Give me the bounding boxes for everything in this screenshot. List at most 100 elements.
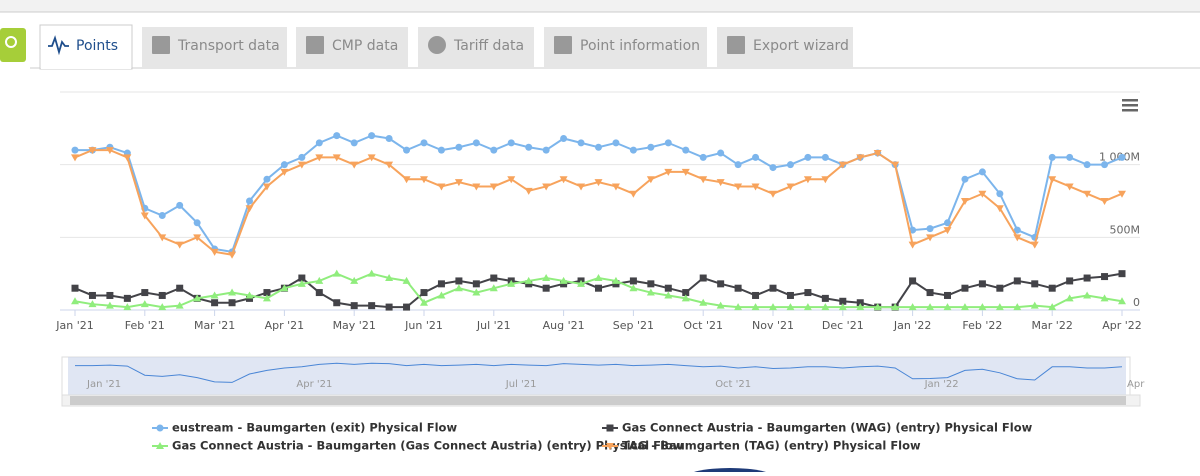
point (1013, 303, 1022, 311)
point (559, 176, 568, 184)
point (1083, 190, 1092, 198)
tab[interactable]: Transport data (142, 27, 287, 67)
x-tick-label: Jan '22 (893, 319, 931, 332)
tab[interactable]: Export wizard (717, 27, 853, 67)
tab-icon (727, 36, 745, 54)
tab-label: Point information (580, 38, 700, 54)
point (786, 291, 794, 299)
tab-label: Export wizard (753, 38, 849, 54)
point (263, 289, 271, 297)
navigator-mask[interactable] (68, 357, 1126, 395)
point (489, 183, 498, 191)
navigator-label: Apr (1127, 379, 1145, 390)
point (298, 153, 306, 161)
tab[interactable]: Point information (544, 27, 707, 67)
location-icon[interactable] (0, 28, 26, 62)
point (472, 280, 480, 288)
point (821, 303, 830, 311)
point (1101, 273, 1109, 281)
point (542, 183, 551, 191)
point (1118, 270, 1126, 278)
menu-bar (1122, 99, 1138, 102)
legend-item[interactable]: Gas Connect Austria - Baumgarten (WAG) (… (602, 421, 1033, 435)
point (297, 161, 306, 169)
point (769, 164, 777, 172)
point (140, 212, 149, 220)
point (611, 183, 620, 191)
point (996, 284, 1004, 292)
point (803, 176, 812, 184)
point (315, 289, 323, 297)
x-tick-label: May '21 (333, 319, 376, 332)
point (350, 161, 359, 169)
point (385, 135, 393, 143)
point (71, 146, 79, 154)
point (577, 279, 586, 287)
point (193, 294, 202, 302)
x-tick-label: Feb '21 (125, 319, 165, 332)
point (873, 150, 882, 158)
x-tick-label: Sep '21 (613, 319, 654, 332)
pin (5, 36, 17, 48)
point (751, 303, 760, 311)
point (629, 146, 637, 154)
point (156, 442, 164, 449)
point (420, 298, 428, 306)
point (228, 251, 237, 259)
point (105, 301, 114, 309)
point (246, 197, 253, 205)
y-tick-label: 0 (1133, 296, 1140, 309)
top-bar (0, 0, 1200, 12)
navigator-label: Jul '21 (505, 379, 537, 390)
point (1013, 234, 1022, 242)
point (385, 161, 394, 169)
point (606, 443, 614, 450)
y-tick-label: 500M (1110, 223, 1141, 236)
tab-icon (428, 36, 446, 54)
point (995, 205, 1004, 213)
point (995, 303, 1004, 311)
point (606, 424, 614, 432)
point (769, 303, 777, 311)
point (175, 241, 184, 249)
point (88, 300, 97, 308)
point (1013, 226, 1021, 234)
point (629, 277, 637, 285)
point (752, 153, 760, 161)
point (489, 284, 498, 292)
tab[interactable]: Points (39, 24, 133, 70)
point (681, 294, 690, 302)
legend-item[interactable]: TAG - Baumgarten (TAG) (entry) Physical … (602, 439, 921, 453)
point (1118, 297, 1126, 305)
point (786, 183, 795, 191)
point (193, 219, 201, 227)
point (437, 291, 446, 299)
legend-label: TAG - Baumgarten (TAG) (entry) Physical … (622, 439, 921, 453)
point (839, 297, 847, 305)
point (960, 303, 969, 311)
menu-icon[interactable] (1122, 99, 1138, 112)
point (228, 299, 236, 307)
scrollbar-thumb[interactable] (70, 396, 1126, 405)
legend-item[interactable]: eustream - Baumgarten (exit) Physical Fl… (152, 421, 457, 435)
legend-item[interactable]: Gas Connect Austria - Baumgarten (Gas Co… (152, 439, 684, 453)
point (507, 279, 516, 287)
point (577, 139, 585, 147)
point (332, 154, 341, 162)
point (211, 299, 219, 307)
point (71, 284, 79, 292)
point (542, 284, 550, 292)
tab[interactable]: CMP data (296, 27, 408, 67)
point (908, 241, 917, 249)
point (821, 294, 829, 302)
point (280, 284, 289, 292)
point (123, 303, 132, 311)
point (944, 219, 951, 227)
point (944, 291, 951, 299)
point (228, 288, 237, 296)
series (71, 147, 1126, 259)
point (280, 161, 288, 169)
point (769, 284, 777, 292)
tab[interactable]: Tariff data (418, 27, 534, 67)
